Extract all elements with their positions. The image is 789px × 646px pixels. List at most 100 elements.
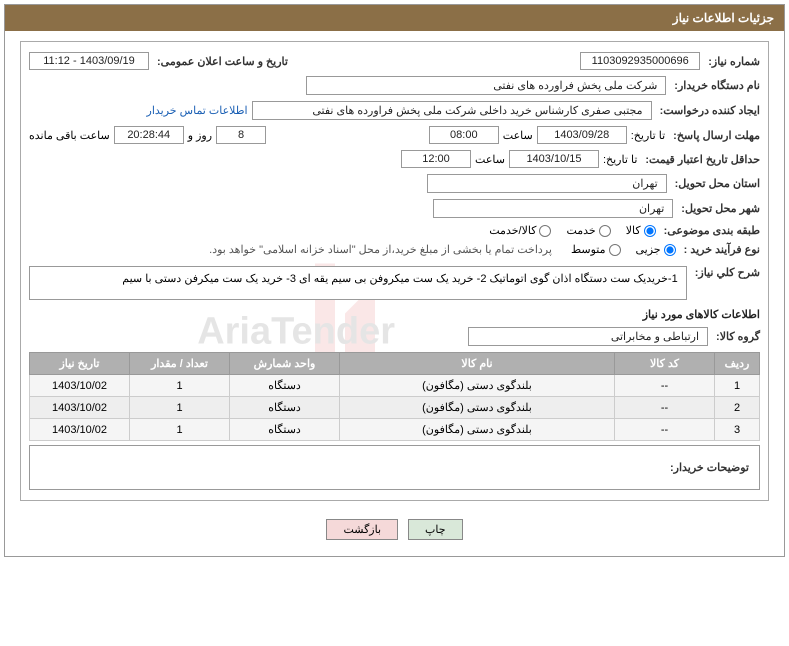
buyer-contact-link[interactable]: اطلاعات تماس خریدار — [147, 104, 248, 117]
row-category: طبقه بندی موضوعی: کالا خدمت کالا/خدمت — [29, 224, 760, 237]
radio-both-input[interactable] — [539, 225, 551, 237]
table-cell: بلندگوی دستی (مگافون) — [340, 397, 615, 419]
back-button[interactable]: بازگشت — [326, 519, 398, 540]
table-cell: 1 — [130, 397, 230, 419]
row-need-number: شماره نیاز: 1103092935000696 تاریخ و ساع… — [29, 52, 760, 70]
process-label: نوع فرآیند خرید : — [680, 243, 760, 256]
radio-service[interactable]: خدمت — [566, 224, 610, 237]
buyer-org-label: نام دستگاه خریدار: — [670, 79, 760, 92]
row-deadline: مهلت ارسال پاسخ: تا تاریخ: 1403/09/28 سا… — [29, 126, 760, 144]
days-and-label: روز و — [188, 129, 212, 142]
province-value: تهران — [427, 174, 667, 193]
need-number-label: شماره نیاز: — [704, 55, 760, 68]
validity-date: 1403/10/15 — [509, 150, 599, 168]
th-code: کد کالا — [615, 353, 715, 375]
radio-both[interactable]: کالا/خدمت — [489, 224, 551, 237]
category-radio-group: کالا خدمت کالا/خدمت — [489, 224, 655, 237]
row-validity: حداقل تاریخ اعتبار قیمت: تا تاریخ: 1403/… — [29, 150, 760, 168]
radio-service-input[interactable] — [599, 225, 611, 237]
city-value: تهران — [433, 199, 673, 218]
items-table: ردیف کد کالا نام کالا واحد شمارش تعداد /… — [29, 352, 760, 441]
form-section: شماره نیاز: 1103092935000696 تاریخ و ساع… — [20, 41, 769, 501]
requester-label: ایجاد کننده درخواست: — [656, 104, 760, 117]
table-cell: 3 — [715, 419, 760, 441]
need-number-value: 1103092935000696 — [580, 52, 700, 70]
radio-partial-input[interactable] — [664, 244, 676, 256]
table-cell: 1403/10/02 — [30, 397, 130, 419]
table-cell: دستگاه — [230, 397, 340, 419]
radio-goods-label: کالا — [626, 224, 641, 237]
countdown-value: 20:28:44 — [114, 126, 184, 144]
radio-medium[interactable]: متوسط — [571, 243, 621, 256]
row-description: شرح کلي نياز: 1-خریدیک ست دستگاه اذان گو… — [29, 266, 760, 300]
row-city: شهر محل تحویل: تهران — [29, 199, 760, 218]
desc-label: شرح کلي نياز: — [691, 266, 760, 279]
row-group: گروه کالا: ارتباطی و مخابراتی — [29, 327, 760, 346]
radio-partial-label: جزیی — [636, 243, 661, 256]
remaining-label: ساعت باقی مانده — [29, 129, 110, 142]
table-cell: 1403/10/02 — [30, 375, 130, 397]
radio-medium-input[interactable] — [609, 244, 621, 256]
group-value: ارتباطی و مخابراتی — [468, 327, 708, 346]
row-buyer-org: نام دستگاه خریدار: شرکت ملی پخش فراورده … — [29, 76, 760, 95]
table-cell: 1 — [130, 375, 230, 397]
table-cell: 1 — [715, 375, 760, 397]
deadline-date: 1403/09/28 — [537, 126, 627, 144]
radio-service-label: خدمت — [566, 224, 595, 237]
table-cell: دستگاه — [230, 375, 340, 397]
table-cell: 2 — [715, 397, 760, 419]
time-label-1: ساعت — [503, 129, 533, 142]
radio-partial[interactable]: جزیی — [636, 243, 676, 256]
th-name: نام کالا — [340, 353, 615, 375]
desc-text: 1-خریدیک ست دستگاه اذان گوی اتوماتیک 2- … — [29, 266, 687, 300]
panel-header: جزئیات اطلاعات نیاز — [5, 5, 784, 31]
time-label-2: ساعت — [475, 153, 505, 166]
th-row: ردیف — [715, 353, 760, 375]
row-province: استان محل تحویل: تهران — [29, 174, 760, 193]
city-label: شهر محل تحویل: — [677, 202, 760, 215]
table-cell: دستگاه — [230, 419, 340, 441]
deadline-label: مهلت ارسال پاسخ: — [669, 129, 760, 142]
category-label: طبقه بندی موضوعی: — [660, 224, 760, 237]
table-cell: -- — [615, 397, 715, 419]
announce-value: 1403/09/19 - 11:12 — [29, 52, 149, 70]
buyer-notes-box: توضیحات خریدار: — [29, 445, 760, 490]
buyer-org-value: شرکت ملی پخش فراورده های نفتی — [306, 76, 666, 95]
th-date: تاریخ نیاز — [30, 353, 130, 375]
th-unit: واحد شمارش — [230, 353, 340, 375]
row-process: نوع فرآیند خرید : جزیی متوسط پرداخت تمام… — [29, 243, 760, 256]
table-row: 3--بلندگوی دستی (مگافون)دستگاه11403/10/0… — [30, 419, 760, 441]
button-row: چاپ بازگشت — [20, 509, 769, 546]
panel-title: جزئیات اطلاعات نیاز — [673, 11, 774, 25]
until-label-1: تا تاریخ: — [631, 129, 665, 142]
table-header-row: ردیف کد کالا نام کالا واحد شمارش تعداد /… — [30, 353, 760, 375]
main-panel: جزئیات اطلاعات نیاز شماره نیاز: 11030929… — [4, 4, 785, 557]
buyer-notes-label: توضیحات خریدار: — [666, 461, 749, 474]
radio-both-label: کالا/خدمت — [489, 224, 536, 237]
radio-medium-label: متوسط — [571, 243, 606, 256]
until-label-2: تا تاریخ: — [603, 153, 637, 166]
th-qty: تعداد / مقدار — [130, 353, 230, 375]
radio-goods-input[interactable] — [644, 225, 656, 237]
deadline-time: 08:00 — [429, 126, 499, 144]
table-cell: 1 — [130, 419, 230, 441]
table-row: 1--بلندگوی دستی (مگافون)دستگاه11403/10/0… — [30, 375, 760, 397]
print-button[interactable]: چاپ — [408, 519, 463, 540]
table-cell: -- — [615, 375, 715, 397]
table-row: 2--بلندگوی دستی (مگافون)دستگاه11403/10/0… — [30, 397, 760, 419]
validity-label: حداقل تاریخ اعتبار قیمت: — [641, 153, 760, 166]
requester-value: مجتبی صفری کارشناس خرید داخلی شرکت ملی پ… — [252, 101, 652, 120]
radio-goods[interactable]: کالا — [626, 224, 656, 237]
content-area: شماره نیاز: 1103092935000696 تاریخ و ساع… — [5, 31, 784, 556]
province-label: استان محل تحویل: — [671, 177, 760, 190]
table-cell: بلندگوی دستی (مگافون) — [340, 375, 615, 397]
table-cell: 1403/10/02 — [30, 419, 130, 441]
payment-note: پرداخت تمام یا بخشی از مبلغ خرید،از محل … — [209, 243, 552, 256]
process-radio-group: جزیی متوسط — [571, 243, 676, 256]
row-requester: ایجاد کننده درخواست: مجتبی صفری کارشناس … — [29, 101, 760, 120]
announce-label: تاریخ و ساعت اعلان عمومی: — [153, 55, 288, 68]
items-section-title: اطلاعات کالاهای مورد نیاز — [29, 308, 760, 321]
table-cell: -- — [615, 419, 715, 441]
table-cell: بلندگوی دستی (مگافون) — [340, 419, 615, 441]
validity-time: 12:00 — [401, 150, 471, 168]
